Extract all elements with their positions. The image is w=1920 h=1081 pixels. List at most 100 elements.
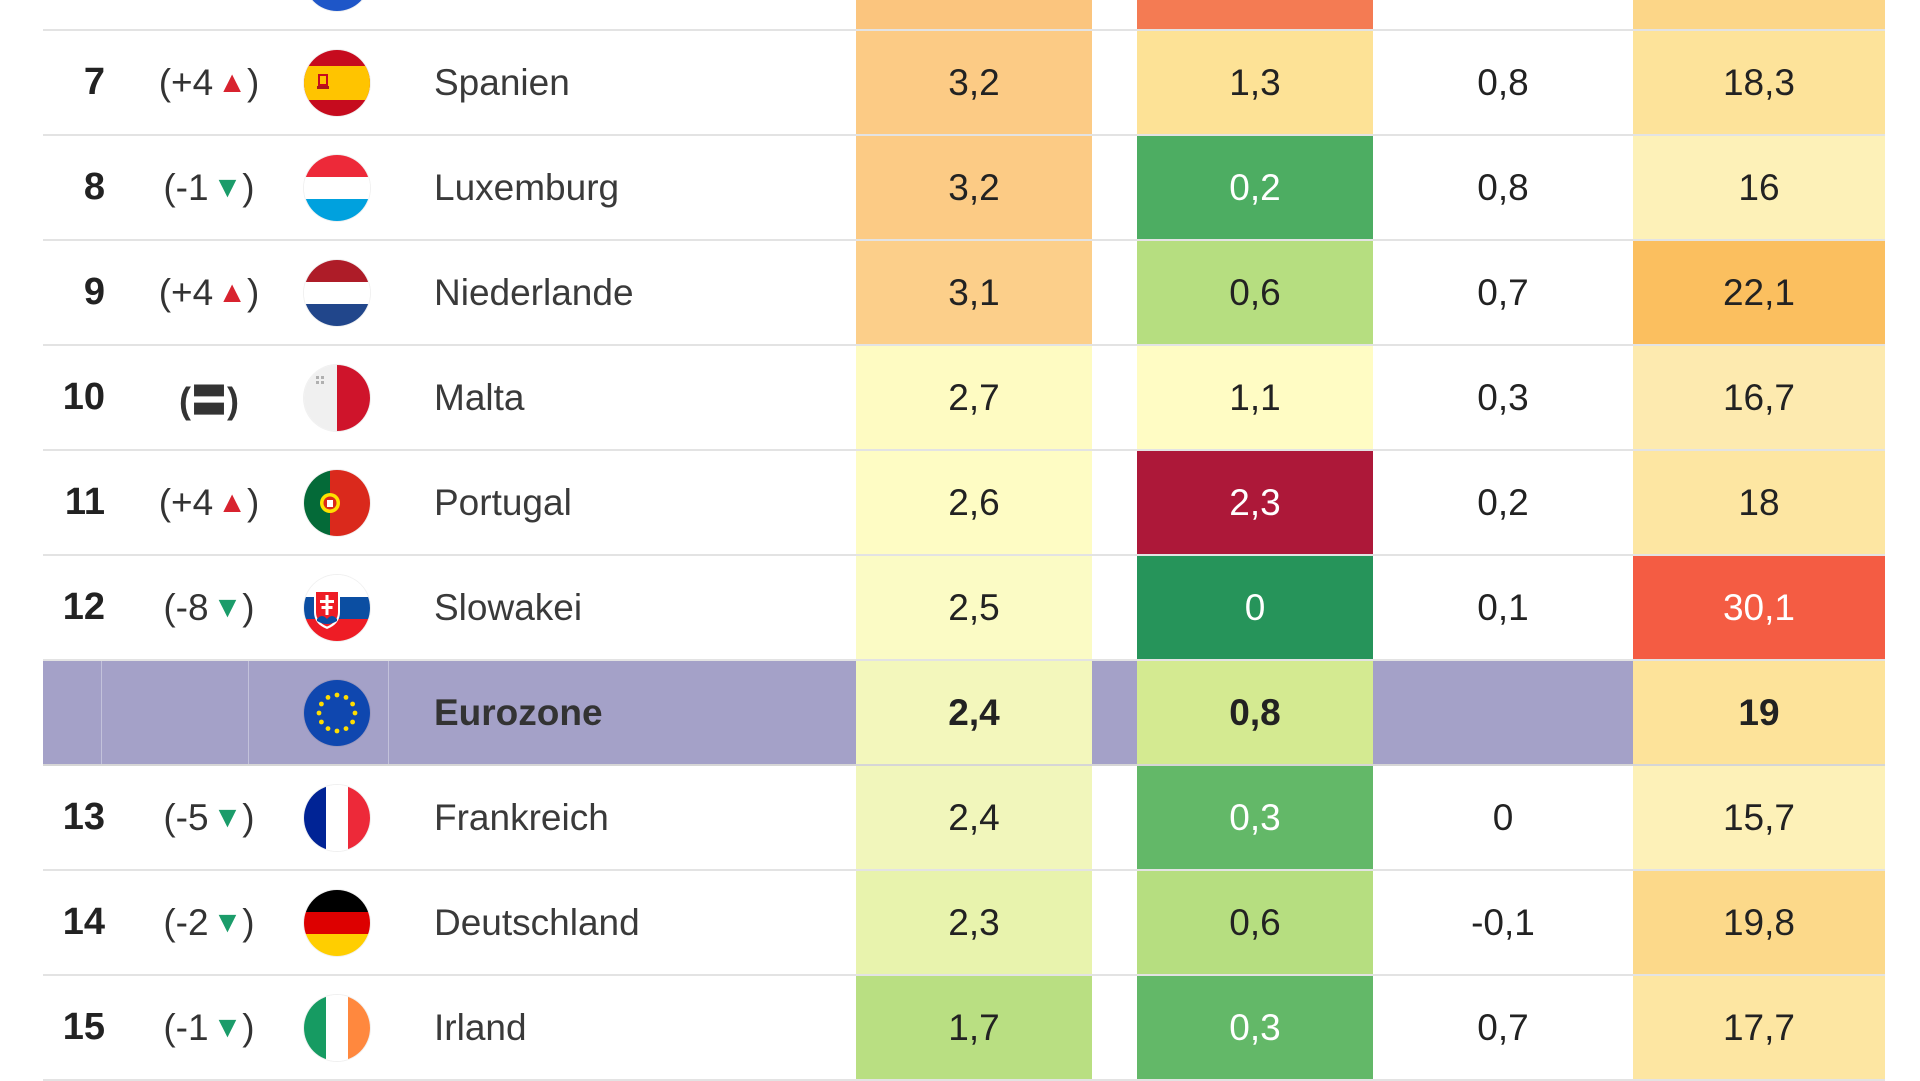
rank: 13 xyxy=(62,796,105,838)
rank: 11 xyxy=(64,481,105,523)
value-v1: 1,7 xyxy=(856,976,1092,1079)
value-v3: 0,2 xyxy=(1477,481,1529,523)
value-v3: 0,8 xyxy=(1477,166,1529,208)
country-name: Slowakei xyxy=(434,586,583,628)
value-v1: 2,6 xyxy=(856,451,1092,554)
country-name: Niederlande xyxy=(434,271,634,313)
table-row: 15 (-1 ▼) Irland 1,7 0,3 0,7 17,7 xyxy=(43,976,1885,1081)
rank-change: (-8 xyxy=(163,586,209,628)
arrow-down-icon: ▼ xyxy=(212,800,243,834)
value-v4: 19 xyxy=(1633,661,1885,764)
column-divider xyxy=(101,661,102,764)
value-v3: 0,8 xyxy=(1477,61,1529,103)
rank-change-cell: (-2 ▼) xyxy=(123,871,295,974)
value-v2: 0,2 xyxy=(1137,136,1373,239)
flag-cell xyxy=(304,871,370,974)
value-v4: 30,1 xyxy=(1633,556,1885,659)
country-name: Frankreich xyxy=(434,796,609,838)
value-v2: 1,3 xyxy=(1137,31,1373,134)
luxembourg-flag-icon xyxy=(304,154,370,221)
value-v2: 1,1 xyxy=(1137,346,1373,449)
rank xyxy=(43,661,105,764)
table-row: 11 (+4 ▲) Portugal 2,6 2,3 0,2 18 xyxy=(43,451,1885,556)
value-v4: 19,8 xyxy=(1633,871,1885,974)
rank-change-cell: (-1 ▼) xyxy=(123,976,295,1079)
rank-change: (-5 xyxy=(163,796,209,838)
value-v2: 0,8 xyxy=(1137,661,1373,764)
country-name: Portugal xyxy=(434,481,572,523)
portugal-flag-icon xyxy=(304,469,370,536)
rank: 10 xyxy=(62,376,105,418)
table-row: 13 (-5 ▼) Frankreich 2,4 0,3 0 15,7 xyxy=(43,766,1885,871)
table-row: 10 (〓) Malta 2,7 1,1 0,3 16,7 xyxy=(43,346,1885,451)
value-v4: 18 xyxy=(1633,451,1885,554)
value-v3: -0,1 xyxy=(1471,901,1535,943)
value-v1 xyxy=(856,0,1092,29)
value-v2: 0,3 xyxy=(1137,976,1373,1079)
column-divider xyxy=(388,661,389,764)
value-v1: 3,2 xyxy=(856,136,1092,239)
rank: 14 xyxy=(62,901,105,943)
rank-change-cell: (-8 ▼) xyxy=(123,556,295,659)
malta-flag-icon xyxy=(304,364,370,431)
rank-change-cell: (+4 ▲) xyxy=(123,451,295,554)
value-v3: 0,7 xyxy=(1477,1006,1529,1048)
value-v4: 22,1 xyxy=(1633,241,1885,344)
eu-flag-icon xyxy=(304,679,370,746)
value-v1: 2,3 xyxy=(856,871,1092,974)
value-v1: 2,7 xyxy=(856,346,1092,449)
country-name: Spanien xyxy=(434,61,570,103)
value-v2: 0,6 xyxy=(1137,871,1373,974)
value-v3: 0 xyxy=(1492,796,1514,838)
flag-cell xyxy=(304,556,370,659)
rank-change-cell: (+4 ▲) xyxy=(123,241,295,344)
rank-change-close: ) xyxy=(242,1006,255,1048)
value-v1: 2,5 xyxy=(856,556,1092,659)
ranking-table: 7 (+4 ▲) Spanien 3,2 1,3 0,8 18,3 8 (-1 ▼) Luxembur… xyxy=(43,0,1885,1081)
country-name: Malta xyxy=(434,376,525,418)
value-v3: 0,3 xyxy=(1477,376,1529,418)
flag-cell xyxy=(304,241,370,344)
value-v1: 2,4 xyxy=(856,766,1092,869)
rank-change-close: ) xyxy=(242,901,255,943)
value-v4 xyxy=(1633,0,1885,29)
rank: 8 xyxy=(83,166,105,208)
flag-cell xyxy=(304,346,370,449)
value-v3 xyxy=(1373,661,1633,764)
arrow-down-icon: ▼ xyxy=(212,1010,243,1044)
netherlands-flag-icon xyxy=(304,259,370,326)
table-row: 9 (+4 ▲) Niederlande 3,1 0,6 0,7 22,1 xyxy=(43,241,1885,346)
value-v2: 2,3 xyxy=(1137,451,1373,554)
value-v4: 16,7 xyxy=(1633,346,1885,449)
table-row xyxy=(43,0,1885,31)
value-v1: 2,4 xyxy=(856,661,1092,764)
table-row: 12 (-8 ▼) Slowakei 2,5 0 0,1 30,1 xyxy=(43,556,1885,661)
table-row: 8 (-1 ▼) Luxemburg 3,2 0,2 0,8 16 xyxy=(43,136,1885,241)
value-v4: 18,3 xyxy=(1633,31,1885,134)
rank-change: (-2 xyxy=(163,901,209,943)
rank-change-cell: (〓) xyxy=(123,346,295,449)
flag-cell xyxy=(304,31,370,134)
table-row: 14 (-2 ▼) Deutschland 2,3 0,6 -0,1 19,8 xyxy=(43,871,1885,976)
rank-change-cell: (-1 ▼) xyxy=(123,136,295,239)
flag-cell xyxy=(304,136,370,239)
rank: 9 xyxy=(83,271,105,313)
country-name: Deutschland xyxy=(434,901,640,943)
country-name: Irland xyxy=(434,1006,527,1048)
rank: 15 xyxy=(62,1006,105,1048)
rank: 12 xyxy=(62,586,105,628)
rank-change: (+4 xyxy=(158,481,214,523)
flag-cell xyxy=(304,976,370,1079)
rank-change-close: ) xyxy=(242,166,255,208)
france-flag-icon xyxy=(304,784,370,851)
column-divider xyxy=(248,661,249,764)
rank-change-close: ) xyxy=(246,271,260,313)
value-v4: 16 xyxy=(1633,136,1885,239)
no-change-icon: (〓) xyxy=(179,379,239,421)
value-v1: 3,1 xyxy=(856,241,1092,344)
rank-change: (+4 xyxy=(158,271,214,313)
rank-change: (-1 xyxy=(163,166,209,208)
arrow-down-icon: ▼ xyxy=(212,590,243,624)
spain-flag-icon xyxy=(304,49,370,116)
eurozone-row: Eurozone 2,4 0,8 19 xyxy=(43,661,1885,766)
